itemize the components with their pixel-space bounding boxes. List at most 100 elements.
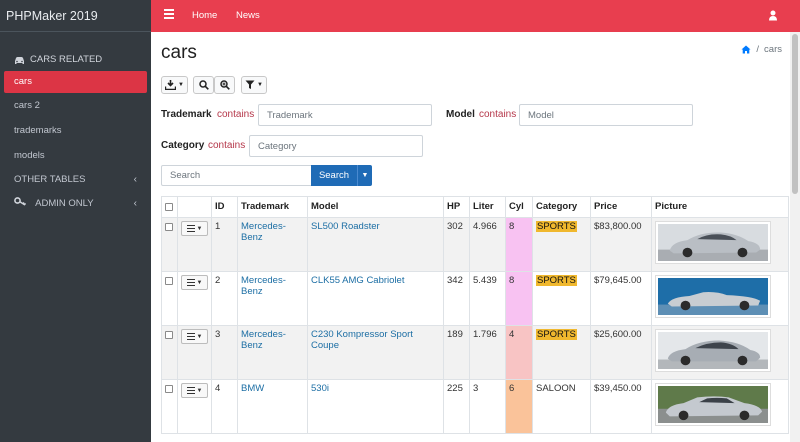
cell-liter: 5.439 xyxy=(469,271,506,326)
cell-model-link[interactable]: SL500 Roadster xyxy=(307,217,444,272)
row-select-cell xyxy=(161,325,178,380)
cell-liter: 4.966 xyxy=(469,217,506,272)
home-icon[interactable] xyxy=(741,45,751,54)
car-thumbnail[interactable] xyxy=(655,221,771,264)
brand-link[interactable]: PHPMaker 2019 xyxy=(0,0,151,32)
cell-category: SPORTS xyxy=(532,325,591,380)
cell-trademark-link[interactable]: Mercedes-Benz xyxy=(237,217,308,272)
cell-price: $79,645.00 xyxy=(590,271,652,326)
row-checkbox[interactable] xyxy=(165,385,173,393)
category-badge: SPORTS xyxy=(536,275,577,286)
filter-icon xyxy=(245,80,255,89)
cell-price: $25,600.00 xyxy=(590,325,652,380)
download-icon xyxy=(165,80,177,90)
row-options-cell: ▼ xyxy=(177,271,212,326)
sidebar-item-trademarks[interactable]: trademarks xyxy=(4,120,147,142)
cell-picture xyxy=(651,325,789,380)
cell-cyl: 8 xyxy=(505,271,533,326)
filter-button[interactable]: ▼ xyxy=(241,76,267,94)
zoom-in-icon xyxy=(219,80,230,90)
vertical-scrollbar[interactable] xyxy=(790,32,800,442)
cell-trademark-link[interactable]: Mercedes-Benz xyxy=(237,271,308,326)
category-badge: SPORTS xyxy=(536,329,577,340)
row-checkbox[interactable] xyxy=(165,223,173,231)
chevron-left-icon: ‹ xyxy=(133,174,137,185)
trademark-filter-input[interactable]: Trademark xyxy=(258,104,432,126)
model-filter-input[interactable]: Model xyxy=(519,104,693,126)
column-header-category[interactable]: Category xyxy=(532,196,591,218)
table-row: ▼ 2 Mercedes-Benz CLK55 AMG Cabriolet 34… xyxy=(161,271,789,326)
cell-model-link[interactable]: C230 Kompressor Sport Coupe xyxy=(307,325,444,380)
car-thumbnail[interactable] xyxy=(655,275,771,318)
row-select-cell xyxy=(161,379,178,434)
cell-picture xyxy=(651,379,789,434)
zoom-in-button[interactable] xyxy=(214,76,235,94)
cell-hp: 225 xyxy=(443,379,470,434)
row-options-button[interactable]: ▼ xyxy=(181,383,208,398)
sidebar: PHPMaker 2019 CARS RELATED cars cars 2 t… xyxy=(0,0,151,442)
column-header-cyl[interactable]: Cyl xyxy=(505,196,533,218)
cell-hp: 342 xyxy=(443,271,470,326)
cell-hp: 189 xyxy=(443,325,470,380)
car-thumbnail[interactable] xyxy=(655,383,771,426)
breadcrumb-current: cars xyxy=(764,44,782,55)
category-filter-input[interactable]: Category xyxy=(249,135,423,157)
sidebar-item-cars-2[interactable]: cars 2 xyxy=(4,95,147,117)
sidebar-item-label: cars xyxy=(14,76,32,87)
column-header-picture[interactable]: Picture xyxy=(651,196,789,218)
search-icon xyxy=(198,80,209,90)
row-select-cell xyxy=(161,217,178,272)
row-options-cell: ▼ xyxy=(177,217,212,272)
row-select-cell xyxy=(161,271,178,326)
options-column-header xyxy=(177,196,212,218)
row-checkbox[interactable] xyxy=(165,331,173,339)
cell-hp: 302 xyxy=(443,217,470,272)
car-thumbnail[interactable] xyxy=(655,329,771,372)
sidebar-section-cars-related[interactable]: CARS RELATED xyxy=(0,52,151,68)
column-header-hp[interactable]: HP xyxy=(443,196,470,218)
list-icon xyxy=(186,331,195,342)
key-icon xyxy=(14,193,27,215)
caret-down-icon: ▼ xyxy=(196,225,203,232)
caret-down-icon: ▼ xyxy=(361,172,369,179)
caret-down-icon: ▼ xyxy=(196,333,203,340)
user-icon[interactable] xyxy=(768,10,778,22)
cell-trademark-link[interactable]: Mercedes-Benz xyxy=(237,325,308,380)
row-options-button[interactable]: ▼ xyxy=(181,329,208,344)
search-panel-button[interactable] xyxy=(193,76,214,94)
caret-down-icon: ▼ xyxy=(257,82,263,88)
column-header-liter[interactable]: Liter xyxy=(469,196,506,218)
list-icon xyxy=(186,385,195,396)
row-options-button[interactable]: ▼ xyxy=(181,275,208,290)
scrollbar-thumb[interactable] xyxy=(792,34,798,194)
column-header-price[interactable]: Price xyxy=(590,196,652,218)
cell-model-link[interactable]: CLK55 AMG Cabriolet xyxy=(307,271,444,326)
export-button[interactable]: ▼ xyxy=(161,76,188,94)
sidebar-item-admin-only[interactable]: ADMIN ONLY ‹ xyxy=(4,193,147,215)
cell-trademark-link[interactable]: BMW xyxy=(237,379,308,434)
cell-liter: 1.796 xyxy=(469,325,506,380)
column-header-id[interactable]: ID xyxy=(211,196,238,218)
column-header-trademark[interactable]: Trademark xyxy=(237,196,308,218)
cell-id: 2 xyxy=(211,271,238,326)
table-row: ▼ 3 Mercedes-Benz C230 Kompressor Sport … xyxy=(161,325,789,380)
category-filter-operator: contains xyxy=(208,140,246,151)
select-all-cell xyxy=(161,196,178,218)
search-input[interactable]: Search xyxy=(161,165,312,186)
sidebar-item-other-tables[interactable]: OTHER TABLES ‹ xyxy=(4,169,147,191)
sidebar-item-label: models xyxy=(14,150,45,161)
sidebar-item-models[interactable]: models xyxy=(4,145,147,167)
row-options-cell: ▼ xyxy=(177,325,212,380)
sidebar-item-cars[interactable]: cars xyxy=(4,71,147,93)
nav-link-news[interactable]: News xyxy=(236,10,260,21)
cell-model-link[interactable]: 530i xyxy=(307,379,444,434)
hamburger-menu-icon[interactable] xyxy=(164,9,174,21)
search-options-dropdown[interactable]: ▼ xyxy=(357,165,372,186)
table-row: ▼ 1 Mercedes-Benz SL500 Roadster 302 4.9… xyxy=(161,217,789,272)
column-header-model[interactable]: Model xyxy=(307,196,444,218)
nav-link-home[interactable]: Home xyxy=(192,10,218,21)
select-all-checkbox[interactable] xyxy=(165,203,173,211)
search-button[interactable]: Search xyxy=(311,165,357,186)
row-checkbox[interactable] xyxy=(165,277,173,285)
row-options-button[interactable]: ▼ xyxy=(181,221,208,236)
